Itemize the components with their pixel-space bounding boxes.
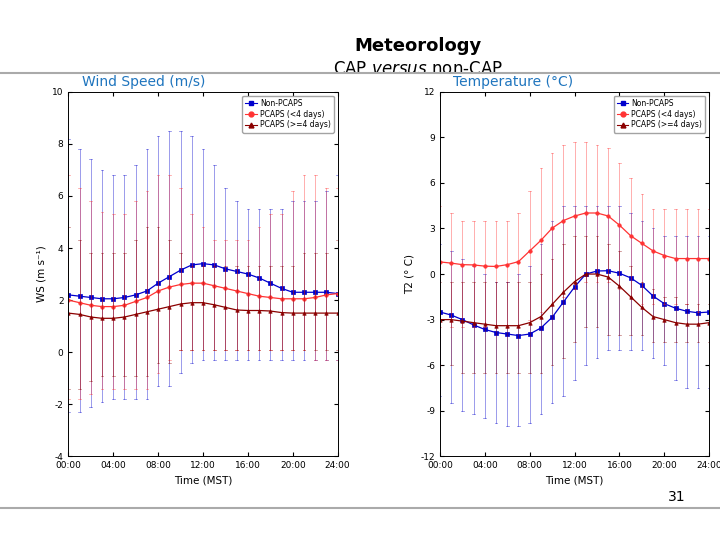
Legend: Non-PCAPS, PCAPS (<4 days), PCAPS (>=4 days): Non-PCAPS, PCAPS (<4 days), PCAPS (>=4 d… [243, 96, 334, 132]
Text: CAP $\mathit{versus}$ non-CAP: CAP $\mathit{versus}$ non-CAP [333, 60, 503, 78]
Legend: Non-PCAPS, PCAPS (<4 days), PCAPS (>=4 days): Non-PCAPS, PCAPS (<4 days), PCAPS (>=4 d… [614, 96, 706, 132]
Text: Meteorology: Meteorology [354, 37, 481, 55]
Text: Wind Speed (m/s): Wind Speed (m/s) [82, 75, 205, 89]
X-axis label: Time (MST): Time (MST) [174, 476, 233, 485]
Text: 31: 31 [668, 490, 685, 504]
Y-axis label: WS (m s⁻¹): WS (m s⁻¹) [37, 246, 47, 302]
Text: N: N [38, 37, 66, 68]
Text: Temperature (°C): Temperature (°C) [454, 75, 574, 89]
X-axis label: Time (MST): Time (MST) [545, 476, 604, 485]
Y-axis label: T2 (° C): T2 (° C) [405, 254, 415, 294]
